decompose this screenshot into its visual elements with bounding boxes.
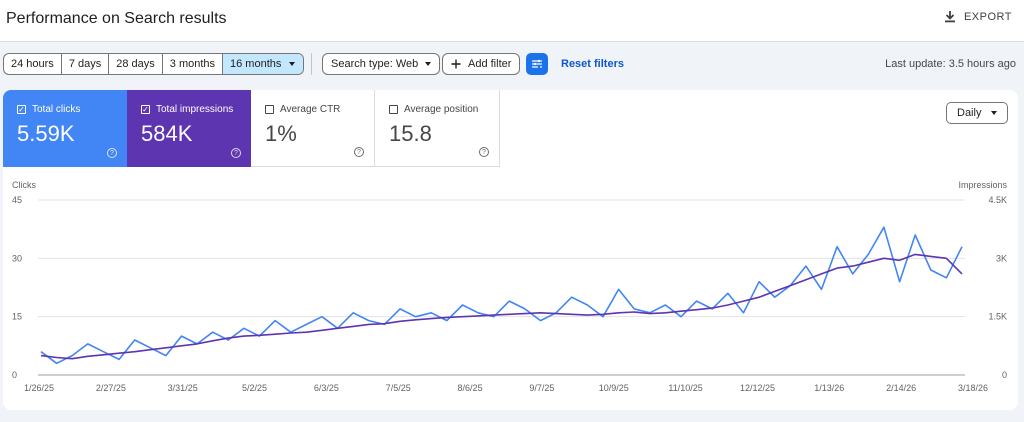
right-tick-label: 1.5K (988, 312, 1007, 322)
x-tick-label: 2/27/25 (96, 383, 126, 393)
checkbox-checked-icon: ✓ (17, 104, 26, 114)
last-update-text: Last update: 3.5 hours ago (885, 58, 1016, 70)
left-axis-ticks: 45 30 15 0 (12, 195, 22, 380)
help-icon[interactable]: ? (354, 147, 364, 157)
export-button[interactable]: EXPORT (944, 10, 1012, 23)
caret-down-icon (425, 62, 432, 66)
checkbox-checked-icon: ✓ (141, 104, 150, 114)
checkbox-unchecked-icon (265, 105, 274, 114)
metric-value: 15.8 (389, 121, 432, 146)
filter-icon (532, 59, 542, 68)
metric-label-row: Average position (389, 104, 485, 115)
right-tick-label: 3K (996, 253, 1007, 263)
metric-average-ctr[interactable]: Average CTR 1% ? (251, 90, 375, 167)
divider (311, 53, 312, 75)
x-tick-label: 2/14/26 (886, 383, 916, 393)
header: Performance on Search results EXPORT (0, 0, 1024, 42)
granularity-label: Daily (957, 107, 982, 119)
x-tick-label: 9/7/25 (529, 383, 554, 393)
metric-value: 5.59K (17, 121, 75, 146)
left-tick-label: 15 (12, 312, 22, 322)
metric-average-position[interactable]: Average position 15.8 ? (375, 90, 500, 167)
x-tick-label: 11/10/25 (668, 383, 702, 393)
x-tick-label: 3/18/26 (958, 383, 988, 393)
left-tick-label: 30 (12, 253, 22, 263)
left-tick-label: 0 (12, 370, 17, 380)
help-icon[interactable]: ? (231, 148, 241, 158)
performance-chart: Clicks Impressions 45 30 15 0 4.5K 3K 1.5K 0 1… (12, 180, 1008, 393)
checkbox-unchecked-icon (389, 105, 398, 114)
x-tick-label: 6/3/25 (314, 383, 339, 393)
help-icon[interactable]: ? (479, 147, 489, 157)
reset-filters-link[interactable]: Reset filters (561, 58, 624, 70)
export-label: EXPORT (963, 10, 1012, 23)
metric-label: Total impressions (156, 104, 234, 115)
x-tick-label: 8/6/25 (458, 383, 483, 393)
metric-total-clicks[interactable]: ✓ Total clicks 5.59K ? (3, 90, 127, 167)
range-16-months-label: 16 months (230, 58, 282, 70)
x-tick-label: 3/31/25 (168, 383, 198, 393)
right-tick-label: 4.5K (988, 195, 1007, 205)
range-24-hours[interactable]: 24 hours (4, 54, 62, 74)
caret-down-icon (289, 62, 296, 66)
metric-label: Total clicks (32, 104, 81, 115)
filter-bar: 24 hours 7 days 28 days 3 months 16 mont… (0, 50, 1024, 78)
x-tick-label: 5/2/25 (242, 383, 267, 393)
filter-options-button[interactable] (526, 53, 548, 75)
caret-down-icon (991, 111, 997, 115)
page-title: Performance on Search results (6, 10, 227, 27)
metric-label-row: ✓ Total clicks (17, 104, 113, 115)
metric-value: 584K (141, 121, 193, 146)
range-7-days[interactable]: 7 days (62, 54, 110, 74)
plus-icon (451, 59, 461, 69)
chart-series (40, 226, 963, 365)
x-tick-label: 10/9/25 (599, 383, 629, 393)
metric-label: Average CTR (280, 104, 341, 115)
metric-value: 1% (265, 121, 297, 146)
right-axis-ticks: 4.5K 3K 1.5K 0 (988, 195, 1007, 380)
add-filter-button[interactable]: Add filter (442, 53, 521, 75)
granularity-dropdown[interactable]: Daily (946, 102, 1008, 124)
search-type-label: Search type: Web (331, 58, 419, 70)
metric-total-impressions[interactable]: ✓ Total impressions 584K ? (127, 90, 251, 167)
range-16-months[interactable]: 16 months (223, 54, 304, 74)
help-icon[interactable]: ? (107, 148, 117, 158)
add-filter-label: Add filter (468, 58, 512, 70)
search-type-dropdown[interactable]: Search type: Web (322, 53, 441, 75)
date-range-selector: 24 hours 7 days 28 days 3 months 16 mont… (3, 53, 305, 75)
range-3-months[interactable]: 3 months (163, 54, 224, 74)
series-line (40, 253, 963, 360)
metric-label: Average position (404, 104, 479, 115)
left-axis-title: Clicks (12, 180, 36, 190)
right-axis-title: Impressions (958, 180, 1007, 190)
x-tick-label: 1/13/26 (814, 383, 844, 393)
metric-label-row: ✓ Total impressions (141, 104, 237, 115)
x-tick-label: 1/26/25 (24, 383, 54, 393)
chart-grid (38, 199, 965, 376)
performance-card: ✓ Total clicks 5.59K ? ✓ Total impressio… (3, 90, 1018, 410)
right-tick-label: 0 (1002, 370, 1007, 380)
download-icon (944, 11, 955, 23)
x-tick-label: 12/12/25 (740, 383, 775, 393)
x-tick-label: 7/5/25 (386, 383, 411, 393)
x-axis-labels: 1/26/25 2/27/25 3/31/25 5/2/25 6/3/25 7/5/25 8… (24, 383, 988, 393)
left-tick-label: 45 (12, 195, 22, 205)
series-line (40, 226, 963, 365)
metric-label-row: Average CTR (265, 104, 360, 115)
range-28-days[interactable]: 28 days (109, 54, 163, 74)
